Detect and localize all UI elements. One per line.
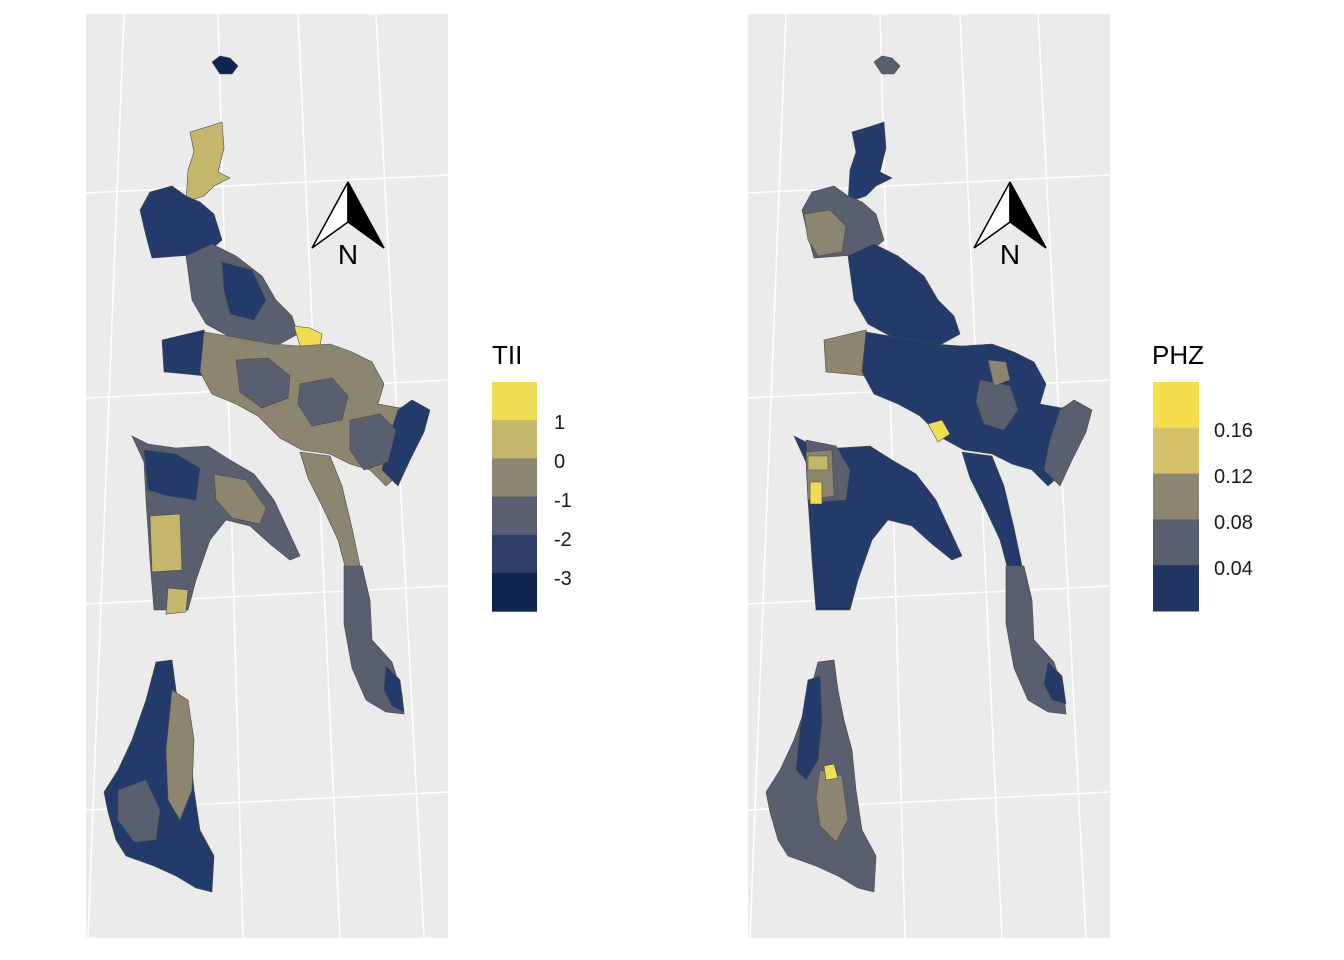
region-southeast-tip (383, 665, 405, 713)
region-south-gray (117, 779, 161, 843)
legend-label: 0.16 (1214, 420, 1253, 442)
legend-labels: 0.16 0.12 0.08 0.04 (1214, 420, 1253, 580)
north-label: N (338, 239, 358, 270)
region-south-olive (165, 689, 195, 821)
map-panel-tii (86, 14, 448, 938)
region-north-peninsula (185, 121, 231, 203)
region-midwest-olive (213, 473, 267, 525)
region-center-olive (987, 359, 1011, 387)
legend-label: -2 (554, 529, 572, 551)
legend-swatch (492, 573, 537, 612)
legend-swatch (492, 534, 537, 574)
legend-swatch (492, 496, 537, 536)
region-northwest (139, 185, 223, 259)
legend-label: -1 (554, 490, 572, 512)
legend-label: -3 (554, 568, 572, 590)
region-midwest-dark (143, 449, 201, 501)
region-midwest-yellow-b (809, 481, 823, 505)
region-central-north (847, 243, 961, 347)
region-southeast-dark (1043, 661, 1067, 705)
region-center-gray (975, 379, 1019, 431)
region-center-gray-b (297, 377, 349, 427)
region-island (873, 55, 901, 75)
map-panel-phz (748, 14, 1110, 938)
region-island (211, 55, 239, 75)
region-central-north-dark (221, 261, 267, 321)
region-north-peninsula (847, 121, 893, 203)
region-south-dark (795, 675, 823, 781)
region-highlight-center (927, 419, 951, 443)
legend-swatch (492, 420, 537, 459)
legend-swatch (1153, 565, 1199, 612)
region-midwest-yellow-a (149, 513, 183, 573)
legend-tii: TII 1 0 -1 -2 -3 (492, 340, 572, 612)
legend-swatch (1153, 473, 1199, 520)
region-midwest-yellow-b (165, 587, 189, 615)
region-east-gray (349, 413, 397, 471)
legend-label: 0 (554, 451, 565, 473)
region-highlight-south (823, 763, 839, 781)
legend-label: 0.04 (1214, 558, 1253, 580)
region-northwest-olive (803, 209, 847, 257)
legend-phz: PHZ 0.16 0.12 0.08 0.04 (1152, 340, 1253, 612)
legend-swatch (1153, 427, 1199, 475)
legend-labels: 1 0 -1 -2 -3 (554, 412, 572, 590)
north-arrow: N (973, 181, 1047, 270)
legend-colorbar (1153, 382, 1199, 612)
legend-label: 0.08 (1214, 512, 1253, 534)
north-arrow-icon (1009, 181, 1047, 249)
legend-swatch (1153, 382, 1199, 429)
legend-label: 0.12 (1214, 466, 1253, 488)
region-center-gray-a (235, 357, 291, 409)
legend-swatch (1153, 519, 1199, 566)
north-arrow-icon (347, 181, 385, 249)
region-midwest-yellow-a (807, 455, 829, 471)
region-south-olive (815, 769, 849, 843)
regions (103, 55, 431, 893)
north-arrow: N (311, 181, 385, 270)
legend-swatch (492, 458, 537, 498)
legend-title: TII (492, 340, 522, 370)
region-highlight-north (293, 325, 323, 347)
regions (765, 55, 1093, 893)
legend-label: 1 (554, 412, 565, 434)
legend-swatch (492, 382, 537, 421)
north-label: N (1000, 239, 1020, 270)
region-east-gray (1043, 399, 1093, 487)
legend-colorbar (492, 382, 537, 612)
legend-title: PHZ (1152, 340, 1204, 370)
